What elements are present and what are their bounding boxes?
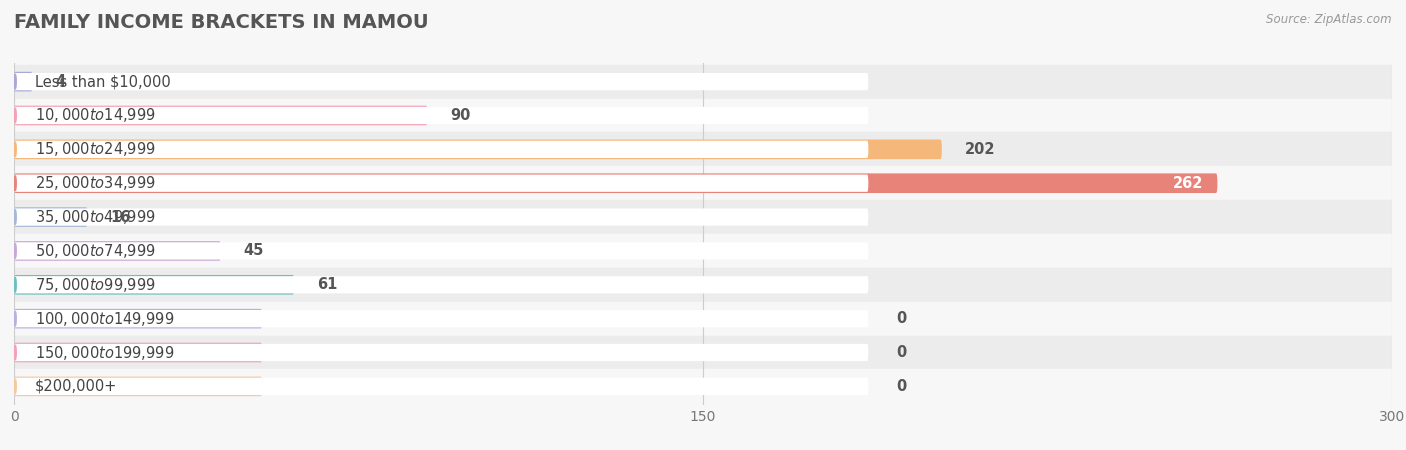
Text: 16: 16: [111, 210, 131, 225]
Circle shape: [14, 176, 17, 190]
FancyBboxPatch shape: [14, 106, 427, 125]
FancyBboxPatch shape: [14, 378, 869, 395]
Text: $50,000 to $74,999: $50,000 to $74,999: [35, 242, 156, 260]
Circle shape: [14, 243, 17, 258]
Text: $25,000 to $34,999: $25,000 to $34,999: [35, 174, 156, 192]
Bar: [14, 132, 1392, 166]
FancyBboxPatch shape: [14, 141, 869, 158]
Text: $200,000+: $200,000+: [35, 379, 117, 394]
Circle shape: [14, 311, 17, 326]
Text: 0: 0: [896, 311, 905, 326]
FancyBboxPatch shape: [14, 72, 32, 91]
FancyBboxPatch shape: [14, 107, 869, 124]
Bar: [14, 369, 1392, 403]
Text: Less than $10,000: Less than $10,000: [35, 74, 170, 89]
FancyBboxPatch shape: [14, 173, 1218, 193]
FancyBboxPatch shape: [14, 344, 869, 361]
Text: 202: 202: [965, 142, 995, 157]
Circle shape: [14, 379, 17, 394]
FancyBboxPatch shape: [14, 175, 869, 192]
Text: $150,000 to $199,999: $150,000 to $199,999: [35, 343, 174, 361]
FancyBboxPatch shape: [14, 309, 262, 328]
Bar: [14, 65, 1392, 99]
FancyBboxPatch shape: [14, 343, 262, 362]
Text: 90: 90: [450, 108, 471, 123]
Text: 262: 262: [1173, 176, 1204, 191]
FancyBboxPatch shape: [14, 140, 942, 159]
FancyBboxPatch shape: [14, 276, 869, 293]
Text: $10,000 to $14,999: $10,000 to $14,999: [35, 107, 156, 125]
Circle shape: [14, 345, 17, 360]
Text: 0: 0: [896, 345, 905, 360]
Bar: [14, 99, 1392, 132]
FancyBboxPatch shape: [14, 208, 869, 226]
Text: 4: 4: [55, 74, 66, 89]
FancyBboxPatch shape: [14, 73, 869, 90]
Bar: [14, 336, 1392, 369]
Bar: [14, 234, 1392, 268]
Circle shape: [14, 108, 17, 123]
FancyBboxPatch shape: [14, 242, 869, 260]
Text: 45: 45: [243, 243, 264, 258]
Bar: [14, 268, 1392, 302]
Text: $35,000 to $49,999: $35,000 to $49,999: [35, 208, 156, 226]
Circle shape: [14, 142, 17, 157]
Text: $100,000 to $149,999: $100,000 to $149,999: [35, 310, 174, 328]
Bar: [14, 200, 1392, 234]
Text: 0: 0: [896, 379, 905, 394]
Circle shape: [14, 74, 17, 89]
FancyBboxPatch shape: [14, 275, 294, 295]
FancyBboxPatch shape: [14, 241, 221, 261]
Text: $15,000 to $24,999: $15,000 to $24,999: [35, 140, 156, 158]
Text: $75,000 to $99,999: $75,000 to $99,999: [35, 276, 156, 294]
FancyBboxPatch shape: [14, 310, 869, 327]
Bar: [14, 166, 1392, 200]
Text: 61: 61: [318, 277, 337, 292]
Circle shape: [14, 210, 17, 225]
Bar: [14, 302, 1392, 336]
Text: FAMILY INCOME BRACKETS IN MAMOU: FAMILY INCOME BRACKETS IN MAMOU: [14, 14, 429, 32]
Circle shape: [14, 278, 17, 292]
FancyBboxPatch shape: [14, 377, 262, 396]
Text: Source: ZipAtlas.com: Source: ZipAtlas.com: [1267, 14, 1392, 27]
FancyBboxPatch shape: [14, 207, 87, 227]
